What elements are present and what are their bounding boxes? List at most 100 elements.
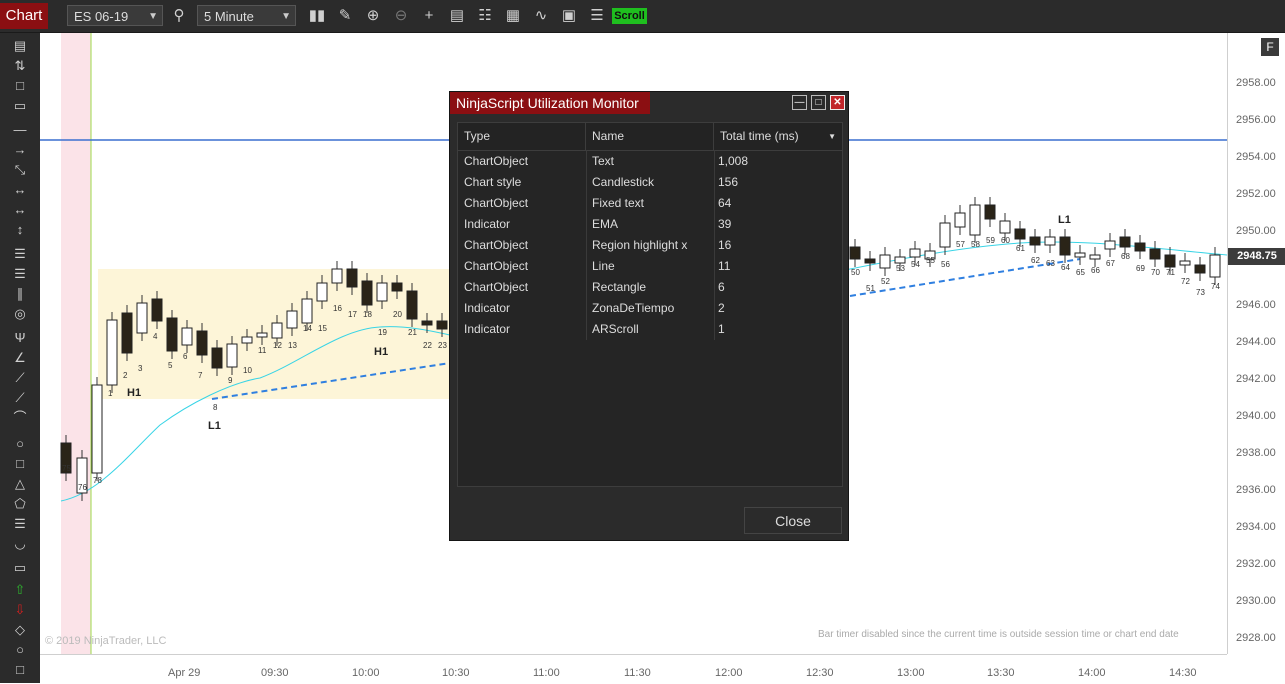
properties-icon[interactable]: ☷ bbox=[478, 7, 492, 24]
indicators-icon[interactable]: ∿ bbox=[534, 7, 548, 24]
rectangle-icon[interactable]: □ bbox=[16, 456, 24, 471]
region-x-icon[interactable]: ▭ bbox=[13, 98, 27, 113]
fib-retracement-icon[interactable]: ☰ bbox=[14, 246, 26, 261]
time-label: 09:30 bbox=[261, 667, 289, 679]
table-row[interactable]: ChartObject Fixed text 64 bbox=[458, 193, 842, 214]
bar-number: 72 bbox=[1181, 277, 1190, 286]
trend-line-left bbox=[211, 362, 451, 400]
polygon-icon[interactable]: ⬠ bbox=[14, 496, 26, 511]
arrow-down-icon[interactable]: ⇩ bbox=[14, 602, 26, 617]
bar-number: 57 bbox=[956, 240, 965, 249]
dot-icon[interactable]: ○ bbox=[16, 642, 24, 657]
fib-circle-icon[interactable]: ◎ bbox=[14, 306, 26, 321]
trend-channel-icon[interactable]: ⟋ bbox=[15, 390, 25, 405]
interval-selector[interactable]: 5 Minute ▼ bbox=[197, 5, 296, 26]
fib-time-icon[interactable]: ∥ bbox=[16, 286, 24, 301]
fib-extension-icon[interactable]: ☰ bbox=[14, 266, 26, 281]
table-row[interactable]: Indicator EMA 39 bbox=[458, 214, 842, 235]
minimize-icon[interactable]: — bbox=[792, 95, 807, 110]
candle-body bbox=[999, 220, 1011, 234]
table-row[interactable]: ChartObject Region highlight x 16 bbox=[458, 235, 842, 256]
ellipse-icon[interactable]: ○ bbox=[16, 436, 24, 451]
bar-number: 68 bbox=[1121, 252, 1130, 261]
table-row[interactable]: Indicator ZonaDeTiempo 2 bbox=[458, 298, 842, 319]
utilization-grid[interactable]: Type Name Total time (ms) ▼ ChartObject … bbox=[457, 122, 843, 487]
candle-body bbox=[151, 298, 163, 322]
region-icon[interactable]: □ bbox=[16, 78, 24, 93]
zoom-in-icon[interactable]: ⊕ bbox=[366, 7, 380, 24]
horizontal-line-icon[interactable]: ↔ bbox=[13, 202, 27, 217]
cell-name: ZonaDeTiempo bbox=[592, 301, 675, 315]
list-icon[interactable]: ☰ bbox=[590, 7, 604, 24]
scroll-button[interactable]: Scroll bbox=[612, 8, 647, 24]
cell-time: 39 bbox=[718, 217, 732, 231]
regression-channel-icon[interactable]: ⟋ bbox=[15, 370, 25, 385]
price-label: 2928.00 bbox=[1236, 632, 1276, 644]
column-header-total-time[interactable]: Total time (ms) ▼ bbox=[714, 123, 842, 150]
candle-body bbox=[1029, 236, 1041, 246]
templates-icon[interactable]: ▣ bbox=[561, 7, 577, 24]
bar-number: 75 bbox=[62, 464, 71, 473]
arrow-up-icon[interactable]: ⇧ bbox=[14, 582, 26, 597]
price-label: 2956.00 bbox=[1236, 114, 1276, 126]
search-icon[interactable]: ⚲ bbox=[173, 7, 185, 24]
trend-line-right bbox=[849, 258, 1081, 297]
f-button[interactable]: F bbox=[1261, 38, 1279, 56]
column-header-type[interactable]: Type bbox=[458, 123, 586, 150]
extended-line-icon[interactable]: ⤡ bbox=[14, 162, 26, 177]
price-label: 2944.00 bbox=[1236, 336, 1276, 348]
bar-number: 76 bbox=[78, 483, 87, 492]
bar-number: 5 bbox=[168, 361, 173, 370]
price-label: 2938.00 bbox=[1236, 447, 1276, 459]
candle-body bbox=[864, 258, 876, 264]
andrews-pitchfork-icon[interactable]: Ψ bbox=[14, 330, 26, 345]
price-axis[interactable]: F 2958.00 2956.00 2954.00 2952.00 2950.0… bbox=[1227, 33, 1285, 654]
time-cycles-icon[interactable]: ⌒ bbox=[13, 410, 27, 425]
square-icon[interactable]: □ bbox=[16, 662, 24, 677]
close-icon[interactable]: ✕ bbox=[830, 95, 845, 110]
arc-icon[interactable]: ◡ bbox=[14, 536, 26, 551]
table-row[interactable]: Indicator ARScroll 1 bbox=[458, 319, 842, 340]
bar-number: 6 bbox=[183, 352, 188, 361]
arrow-line-icon[interactable]: ↔ bbox=[13, 182, 27, 197]
candle-body bbox=[1149, 248, 1161, 260]
text-icon[interactable]: ☰ bbox=[14, 516, 26, 531]
ray-icon[interactable]: → bbox=[13, 142, 27, 157]
table-row[interactable]: ChartObject Rectangle 6 bbox=[458, 277, 842, 298]
zoom-out-icon[interactable]: ⊖ bbox=[394, 7, 408, 24]
drawing-tools-bar: ▤ ⇅ □ ▭ — → ⤡ ↔ ↔ ↕ ☰ ☰ ∥ ◎ Ψ ∠ ⟋ ⟋ ⌒ ○ … bbox=[0, 33, 40, 683]
vertical-line-icon[interactable]: ↕ bbox=[16, 222, 24, 237]
table-row[interactable]: ChartObject Text 1,008 bbox=[458, 151, 842, 172]
line-icon[interactable]: — bbox=[13, 122, 27, 137]
cell-time: 1 bbox=[718, 322, 725, 336]
dialog-title[interactable]: NinjaScript Utilization Monitor bbox=[450, 92, 650, 114]
strategies-icon[interactable]: ▦ bbox=[505, 7, 521, 24]
risk-reward-icon[interactable]: ⇅ bbox=[14, 58, 26, 73]
cell-type: ChartObject bbox=[464, 154, 529, 168]
triangle-icon[interactable]: △ bbox=[15, 476, 25, 491]
bars-type-icon[interactable]: ▮▮ bbox=[308, 7, 326, 24]
path-icon[interactable]: ▭ bbox=[13, 560, 27, 575]
bar-number: 67 bbox=[1106, 259, 1115, 268]
candles-group bbox=[60, 197, 1221, 501]
crosshair-icon[interactable]: + bbox=[424, 7, 434, 24]
last-price-marker: 2948.75 bbox=[1228, 248, 1285, 265]
table-row[interactable]: Chart style Candlestick 156 bbox=[458, 172, 842, 193]
time-axis[interactable]: Apr 29 09:30 10:00 10:30 11:00 11:30 12:… bbox=[40, 654, 1227, 684]
close-button[interactable]: Close bbox=[744, 507, 842, 534]
instrument-selector[interactable]: ES 06-19 ▼ bbox=[67, 5, 163, 26]
chart-tab[interactable]: Chart bbox=[0, 3, 48, 29]
cell-type: Indicator bbox=[464, 322, 511, 336]
bar-number: 20 bbox=[393, 310, 402, 319]
bar-number: 9 bbox=[228, 376, 233, 385]
table-row[interactable]: ChartObject Line 11 bbox=[458, 256, 842, 277]
maximize-icon[interactable]: □ bbox=[811, 95, 826, 110]
ruler-icon[interactable]: ▤ bbox=[13, 38, 27, 53]
draw-pen-icon[interactable]: ✎ bbox=[338, 7, 352, 24]
column-header-name[interactable]: Name bbox=[586, 123, 714, 150]
bar-number: 54 bbox=[911, 260, 920, 269]
data-box-icon[interactable]: ▤ bbox=[449, 7, 465, 24]
gann-fan-icon[interactable]: ∠ bbox=[14, 350, 26, 365]
diamond-icon[interactable]: ◇ bbox=[15, 622, 25, 637]
